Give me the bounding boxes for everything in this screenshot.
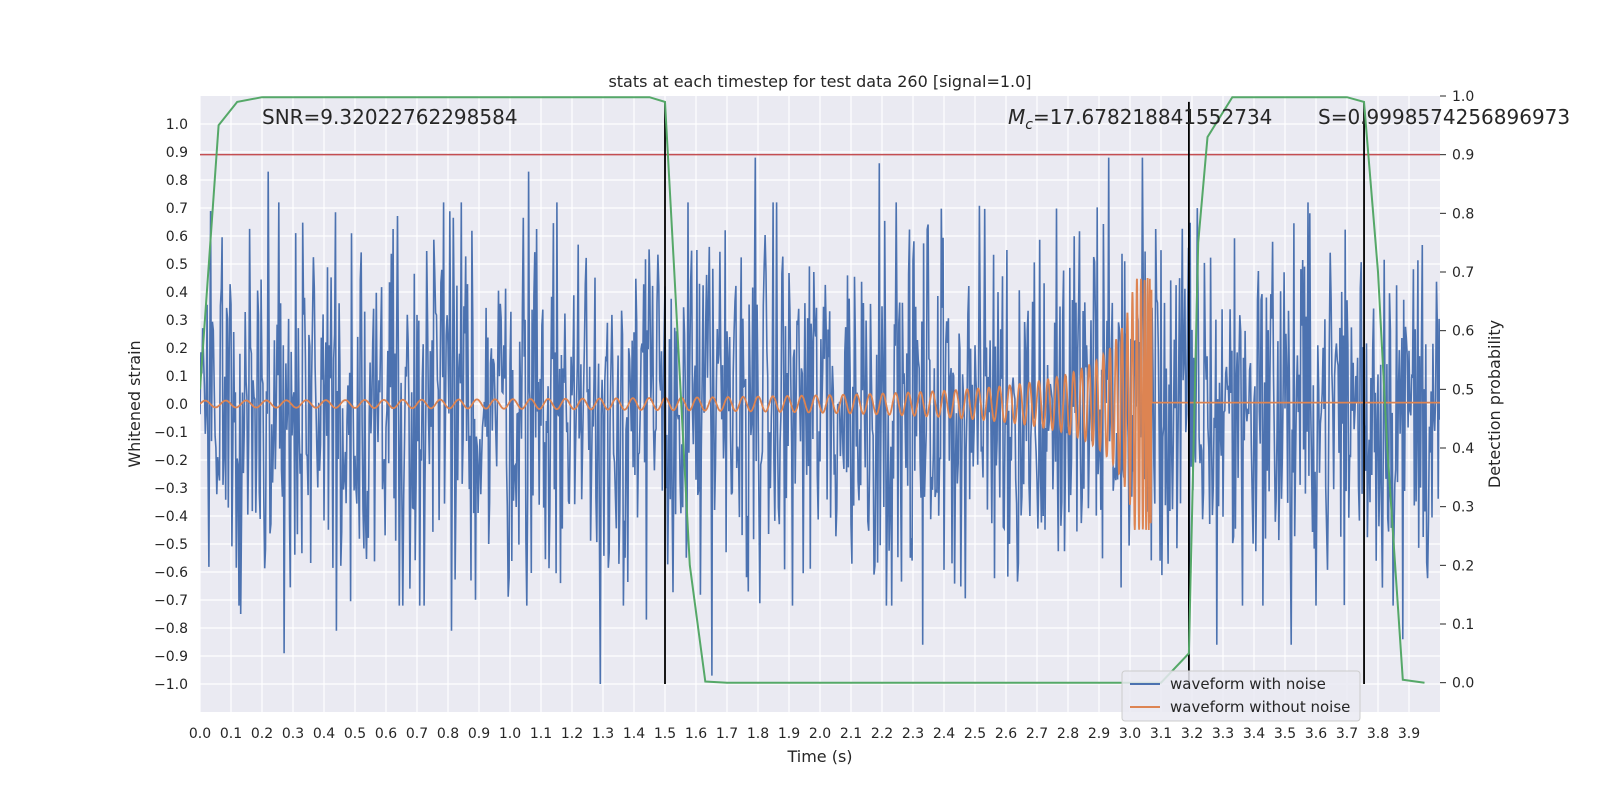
x-tick-label: 3.7	[1336, 726, 1358, 742]
y-tick-label: 0.2	[166, 341, 188, 357]
x-tick-label: 3.2	[1181, 726, 1203, 742]
y-tick-label: −0.8	[154, 621, 188, 637]
x-tick-label: 3.1	[1150, 726, 1172, 742]
x-tick-label: 3.9	[1398, 726, 1420, 742]
x-tick-label: 1.4	[623, 726, 645, 742]
x-tick-label: 2.7	[1026, 726, 1048, 742]
x-tick-label: 0.8	[437, 726, 459, 742]
y2-tick-labels: 1.0 0.9 0.8 0.7 0.6 0.5 0.4 0.3 0.2 0.1 0.0	[1440, 89, 1474, 692]
x-tick-label: 3.0	[1119, 726, 1141, 742]
y-tick-label: −1.0	[154, 677, 188, 693]
y-tick-label: 0.9	[166, 145, 188, 161]
x-tick-label: 2.3	[902, 726, 924, 742]
y-tick-label: −0.5	[154, 537, 188, 553]
x-tick-label: 2.5	[964, 726, 986, 742]
x-tick-label: 0.3	[282, 726, 304, 742]
chart-title: stats at each timestep for test data 260…	[608, 72, 1031, 91]
legend-label-clean: waveform without noise	[1170, 698, 1350, 716]
x-tick-label: 0.2	[251, 726, 273, 742]
x-tick-label: 3.6	[1305, 726, 1327, 742]
x-tick-label: 1.1	[530, 726, 552, 742]
y2-tick-label: 0.7	[1452, 265, 1474, 281]
x-tick-label: 1.6	[685, 726, 707, 742]
chirp-mass-symbol: M	[1008, 105, 1025, 129]
x-tick-label: 0.9	[468, 726, 490, 742]
x-tick-label: 1.5	[654, 726, 676, 742]
score-annotation: S=0.9998574256896973	[1318, 105, 1570, 129]
x-tick-label: 2.4	[933, 726, 955, 742]
x-tick-label: 1.7	[716, 726, 738, 742]
x-tick-label: 0.6	[375, 726, 397, 742]
x-tick-label: 0.4	[313, 726, 335, 742]
y-tick-label: 1.0	[166, 117, 188, 133]
y-tick-label: −0.6	[154, 565, 188, 581]
chirp-mass-annotation: Mc=17.678218841552734	[1008, 105, 1272, 133]
y2-tick-label: 0.4	[1452, 441, 1474, 457]
x-tick-label: 3.5	[1274, 726, 1296, 742]
series-waveform-with-noise	[200, 157, 1440, 685]
y-tick-label: −0.4	[154, 509, 188, 525]
snr-annotation: SNR=9.32022762298584	[262, 105, 518, 129]
y2-axis-label: Detection probability	[1485, 320, 1504, 488]
y2-tick-label: 0.1	[1452, 617, 1474, 633]
y-tick-label: 0.4	[166, 285, 188, 301]
y2-tick-label: 0.0	[1452, 676, 1474, 692]
y-tick-label: −0.2	[154, 453, 188, 469]
x-tick-label: 0.0	[189, 726, 211, 742]
y2-tick-label: 1.0	[1452, 89, 1474, 105]
x-tick-label: 3.3	[1212, 726, 1234, 742]
y2-tick-label: 0.2	[1452, 558, 1474, 574]
y2-tick-label: 0.9	[1452, 148, 1474, 164]
y-tick-label: −0.1	[154, 425, 188, 441]
y-gridlines	[200, 123, 1440, 685]
x-tick-label: 2.8	[1057, 726, 1079, 742]
legend-label-noise: waveform with noise	[1170, 675, 1326, 693]
x-tick-label: 1.0	[499, 726, 521, 742]
y-tick-label: 0.1	[166, 369, 188, 385]
y2-tick-label: 0.8	[1452, 206, 1474, 222]
x-tick-label: 3.8	[1367, 726, 1389, 742]
y-axis-label: Whitened strain	[125, 340, 144, 467]
x-tick-labels: 0.0 0.1 0.2 0.3 0.4 0.5 0.6 0.7 0.8 0.9 1.0 1.1 1.2 1…	[189, 726, 1420, 742]
series-detection-probability	[200, 96, 1425, 684]
y-tick-label: −0.3	[154, 481, 188, 497]
legend-box	[1121, 670, 1361, 722]
y-tick-label: −0.7	[154, 593, 188, 609]
x-tick-label: 2.6	[995, 726, 1017, 742]
y-tick-label: 0.3	[166, 313, 188, 329]
x-axis-label: Time (s)	[786, 747, 852, 766]
x-tick-label: 2.0	[809, 726, 831, 742]
chirp-mass-subscript: c	[1025, 117, 1033, 133]
series-waveform-without-noise	[200, 277, 1440, 531]
y-tick-label: 0.8	[166, 173, 188, 189]
x-tick-label: 1.9	[778, 726, 800, 742]
y-tick-label: 0.5	[166, 257, 188, 273]
x-tick-label: 1.2	[561, 726, 583, 742]
x-tick-label: 2.1	[840, 726, 862, 742]
chirp-mass-value: =17.678218841552734	[1033, 105, 1272, 129]
y2-tick-label: 0.3	[1452, 500, 1474, 516]
y-tick-label: 0.6	[166, 229, 188, 245]
x-tick-label: 0.7	[406, 726, 428, 742]
x-tick-label: 1.8	[747, 726, 769, 742]
x-tick-label: 0.5	[344, 726, 366, 742]
y-tick-label: 0.7	[166, 201, 188, 217]
y-tick-labels: 1.0 0.9 0.8 0.7 0.6 0.5 0.4 0.3 0.2 0.1 0.0 −0.1 −0.…	[154, 117, 188, 693]
series-layer	[200, 96, 1440, 685]
y2-tick-label: 0.6	[1452, 324, 1474, 340]
legend: waveform with noise waveform without noi…	[1121, 670, 1361, 722]
y-tick-label: 0.0	[166, 397, 188, 413]
y2-tick-label: 0.5	[1452, 382, 1474, 398]
x-tick-label: 2.9	[1088, 726, 1110, 742]
x-tick-label: 1.3	[592, 726, 614, 742]
x-tick-label: 3.4	[1243, 726, 1265, 742]
x-tick-label: 2.2	[871, 726, 893, 742]
x-tick-label: 0.1	[220, 726, 242, 742]
y-tick-label: −0.9	[154, 649, 188, 665]
